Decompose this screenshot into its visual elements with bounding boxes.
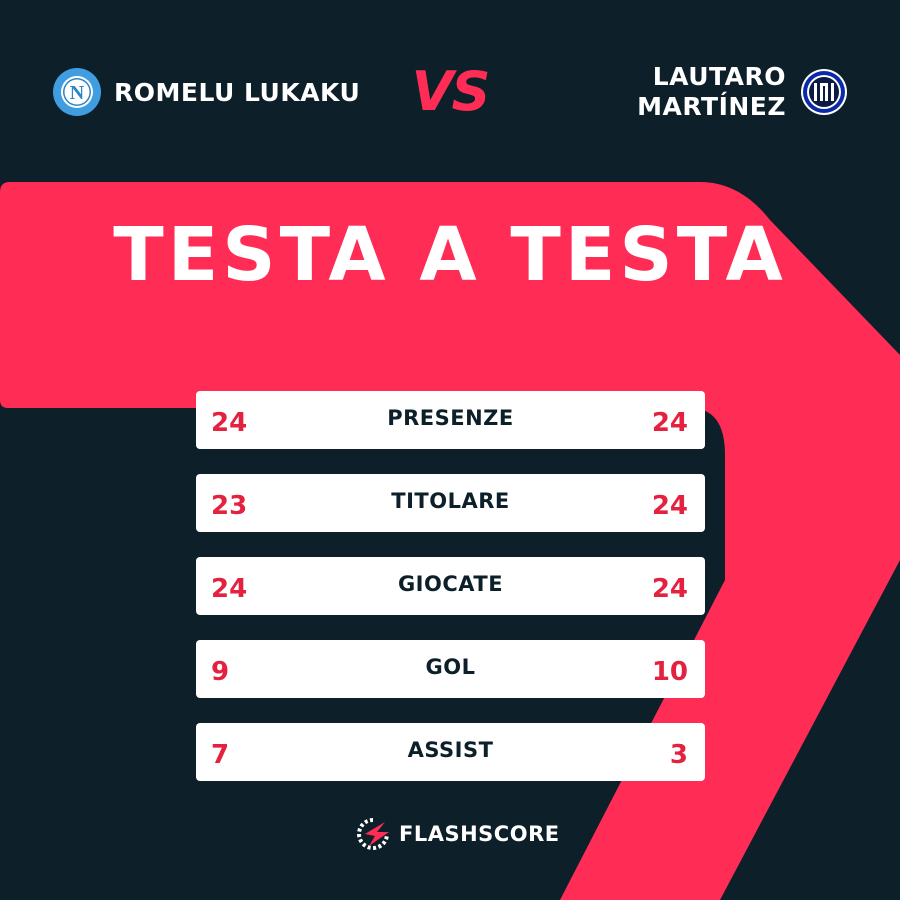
stat-label: PRESENZE: [387, 406, 514, 430]
red-banner-shape: [0, 182, 900, 900]
flashscore-wordmark: FLASHSCORE: [399, 822, 560, 846]
stat-right-value: 24: [651, 491, 688, 521]
stat-label: ASSIST: [407, 738, 494, 762]
stat-label: TITOLARE: [391, 489, 510, 513]
headline: TESTA A TESTA: [0, 212, 900, 298]
stat-left-value: 7: [211, 740, 230, 770]
stat-left-value: 9: [211, 657, 230, 687]
left-player-name: ROMELU LUKAKU: [114, 77, 361, 107]
stat-right-value: 10: [651, 657, 688, 687]
napoli-crest-letter: N: [70, 82, 85, 104]
stat-row-gol: 9 GOL 10: [196, 640, 705, 698]
right-player-name-line1: LAUTARO: [652, 62, 786, 91]
stat-left-value: 24: [211, 408, 248, 438]
stat-row-giocate: 24 GIOCATE 24: [196, 557, 705, 615]
stat-left-value: 23: [211, 491, 248, 521]
stat-right-value: 24: [651, 574, 688, 604]
stat-row-titolare: 23 TITOLARE 24: [196, 474, 705, 532]
stat-right-value: 24: [651, 408, 688, 438]
right-player: LAUTARO MARTÍNEZ: [637, 62, 848, 122]
flashscore-brand: FLASHSCORE: [355, 816, 560, 852]
inter-crest-icon: [801, 69, 847, 115]
right-player-name: LAUTARO MARTÍNEZ: [637, 62, 786, 122]
vs-label: VS: [411, 60, 491, 123]
stat-label: GOL: [425, 655, 476, 679]
napoli-crest-icon: N: [53, 68, 101, 116]
right-player-name-line2: MARTÍNEZ: [637, 92, 786, 121]
left-player: N ROMELU LUKAKU: [52, 66, 360, 118]
stat-row-presenze: 24 PRESENZE 24: [196, 391, 705, 449]
stat-left-value: 24: [211, 574, 248, 604]
flashscore-logo-icon: [357, 818, 389, 850]
stat-label: GIOCATE: [397, 572, 504, 596]
stats-table: 24 PRESENZE 24 23 TITOLARE 24 24 GIOCATE…: [196, 391, 705, 806]
stat-row-assist: 7 ASSIST 3: [196, 723, 705, 781]
headline-text: TESTA A TESTA: [113, 212, 787, 298]
stat-right-value: 3: [669, 740, 688, 770]
